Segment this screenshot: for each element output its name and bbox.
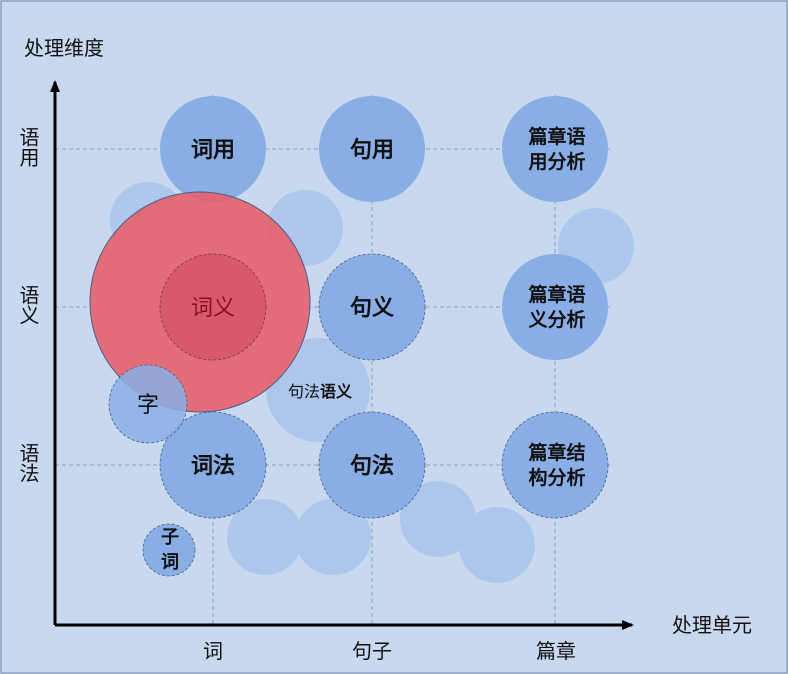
label-pian-yi-1: 篇章语 [528,283,585,306]
bubble-zi-ci [142,523,196,577]
main-bubbles [142,96,609,577]
faint-bubble [227,499,303,575]
label-ju-fa: 句法 [350,453,394,479]
label-ci-yong: 词用 [191,138,235,163]
bubble-labels: 词用 句用 篇章语 用分析 词义 句义 篇章语 义分析 词法 句法 篇章结 构分… [137,125,586,573]
label-ju-yi: 句义 [350,295,394,321]
y-axis-title: 处理维度 [24,36,104,60]
label-pian-yong-2: 用分析 [528,150,585,173]
bubble-ci-yong [160,96,266,202]
bubble-ci-fa [159,411,267,519]
label-jufa-yuyi-suffix: 语义 [320,382,352,401]
label-zi-ci-2: 词 [161,552,179,573]
label-pian-yi-2: 义分析 [528,308,585,331]
bubble-ju-yong [319,96,425,202]
faint-bubble [459,507,535,583]
bubble-pian-yong [502,96,608,202]
label-jufa-yuyi: 句法语义 [288,382,352,401]
bubble-ju-fa [318,411,426,519]
y-level-yi: 语义 [16,285,40,325]
y-level-fa: 语法 [16,443,40,483]
faint-bubble [266,338,370,442]
label-pian-fa-2: 构分析 [528,466,585,489]
label-zi: 字 [137,393,159,418]
x-unit-ci: 词 [203,639,223,663]
label-ci-yi: 词义 [191,296,235,321]
label-ci-fa: 词法 [191,454,235,479]
label-jufa-yuyi-prefix: 句法 [288,382,320,401]
x-unit-pianzhang: 篇章 [536,639,576,663]
x-axis-title: 处理单元 [672,613,752,637]
bubble-ci-yi [159,253,267,361]
label-pian-fa-1: 篇章结 [528,441,585,464]
axes [50,80,634,630]
bubble-pian-yi [502,254,608,360]
label-ju-yong: 句用 [350,137,394,163]
y-level-yong: 语用 [16,127,40,167]
label-pian-yong-1: 篇章语 [528,125,585,148]
bubble-pian-fa [501,411,609,519]
label-zi-ci-1: 子 [161,527,179,548]
bubble-ju-yi [318,253,426,361]
faint-bubble [400,481,476,557]
x-unit-juzi: 句子 [352,639,392,663]
bubble-zi [108,364,188,444]
faint-bubble [295,499,371,575]
